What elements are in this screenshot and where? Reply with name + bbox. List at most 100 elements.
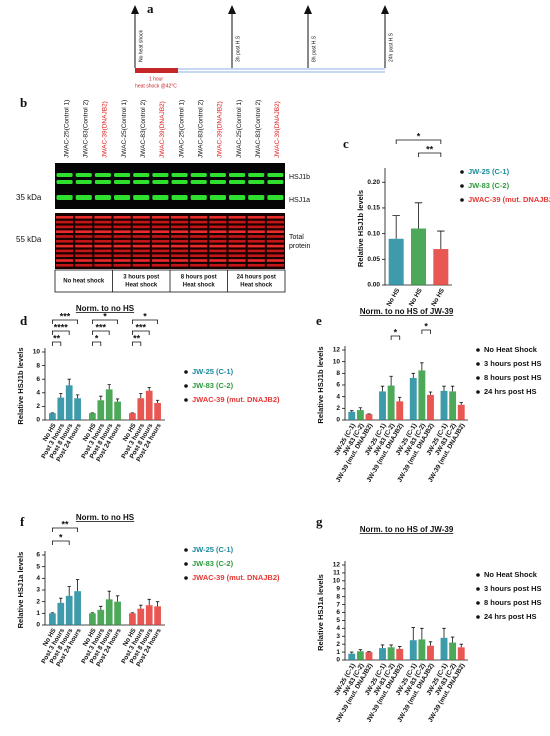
protein-band [94, 230, 112, 233]
bar [427, 645, 434, 660]
error-bar [59, 597, 63, 603]
protein-band [151, 254, 169, 257]
event-label: No heat shock [138, 30, 144, 62]
legend-label: JW-83 (C-2) [192, 381, 234, 390]
legend-marker [476, 376, 480, 380]
error-bar [450, 636, 455, 643]
significance-label: ** [133, 333, 141, 343]
legend-marker [476, 348, 480, 352]
bar [388, 238, 404, 285]
green-band [75, 180, 92, 184]
error-bar [437, 230, 445, 250]
protein-band [151, 216, 169, 219]
x-tick-label: No HS [408, 287, 424, 308]
error-bar [380, 385, 385, 392]
protein-band [247, 254, 265, 257]
protein-band [247, 264, 265, 267]
protein-band [266, 225, 284, 229]
error-bar [115, 398, 120, 402]
y-tick-label: 2 [36, 403, 40, 410]
significance-bracket [132, 319, 158, 324]
protein-band [56, 230, 74, 233]
event-label: 24h post H.S [388, 32, 394, 62]
green-band [209, 180, 226, 184]
protein-band [209, 216, 227, 219]
bar [449, 391, 457, 420]
green-band [229, 180, 246, 184]
bar [396, 648, 404, 660]
protein-band [266, 220, 284, 224]
protein-band [171, 244, 189, 248]
bar [65, 595, 73, 625]
green-band [248, 180, 265, 184]
error-bar [420, 627, 424, 640]
y-tick-label: 6 [36, 376, 40, 383]
significance-label: *** [60, 311, 71, 321]
error-bar [107, 384, 111, 390]
significance-label: ** [53, 333, 61, 343]
protein-band [266, 249, 284, 253]
y-axis-label: Relative HSJ1a levels [316, 574, 325, 651]
y-tick-label: 2 [36, 598, 40, 605]
bar [379, 648, 386, 660]
significance-bracket [418, 152, 442, 157]
y-tick-label: 2 [336, 641, 340, 648]
band-label: Total [289, 234, 304, 241]
protein-band [171, 225, 189, 229]
significance-bracket [92, 330, 110, 335]
protein-band [209, 244, 227, 248]
y-tick-label: 0 [36, 622, 40, 629]
legend-marker [476, 390, 480, 394]
significance-bracket [52, 319, 78, 324]
protein-band [190, 230, 208, 233]
lane-label: JWAC-25(Control 1) [178, 100, 185, 158]
protein-band [75, 249, 93, 253]
protein-band [247, 259, 265, 262]
protein-band [228, 235, 246, 238]
protein-band [132, 244, 150, 248]
significance-label: * [95, 333, 99, 343]
protein-band [56, 240, 74, 243]
significance-label: *** [96, 322, 107, 332]
error-bar [99, 605, 103, 610]
arrow-heads [131, 5, 389, 14]
error-bar [155, 601, 160, 607]
y-tick-label: 4 [336, 625, 340, 632]
green-band [152, 195, 169, 200]
protein-band [190, 220, 208, 224]
legend-marker [184, 562, 188, 566]
significance-bracket [52, 341, 62, 346]
bar [89, 413, 96, 420]
protein-band [75, 259, 93, 262]
bar [97, 400, 105, 420]
event-label: 8h post H.S [311, 35, 317, 62]
bar [457, 404, 465, 420]
significance-bracket [132, 330, 150, 335]
legend-label: JWAC-39 (mut. DNAJB2) [192, 573, 280, 582]
y-tick-label: 7 [336, 601, 340, 608]
bar [409, 640, 417, 660]
protein-band [94, 235, 112, 238]
lane-label: JWAC-25(Control 1) [63, 100, 70, 158]
band-label: HSJ1a [289, 197, 310, 204]
protein-band [132, 225, 150, 229]
blot-red [55, 213, 285, 269]
panel-label: d [20, 313, 28, 328]
protein-band [247, 216, 265, 219]
group-label: Heat shock [183, 283, 216, 289]
y-tick-label: 0 [336, 657, 340, 664]
protein-band [247, 249, 265, 253]
protein-band [228, 216, 246, 219]
protein-band [132, 254, 150, 257]
protein-band [75, 230, 93, 233]
protein-band [171, 259, 189, 262]
protein-band [228, 254, 246, 257]
error-bar [398, 646, 402, 649]
y-tick-label: 2 [336, 405, 340, 412]
protein-band [113, 254, 131, 257]
y-tick-label: 8 [36, 362, 40, 369]
protein-band [56, 220, 74, 224]
bar [89, 613, 96, 625]
error-bar [380, 644, 385, 649]
green-band [133, 173, 150, 177]
